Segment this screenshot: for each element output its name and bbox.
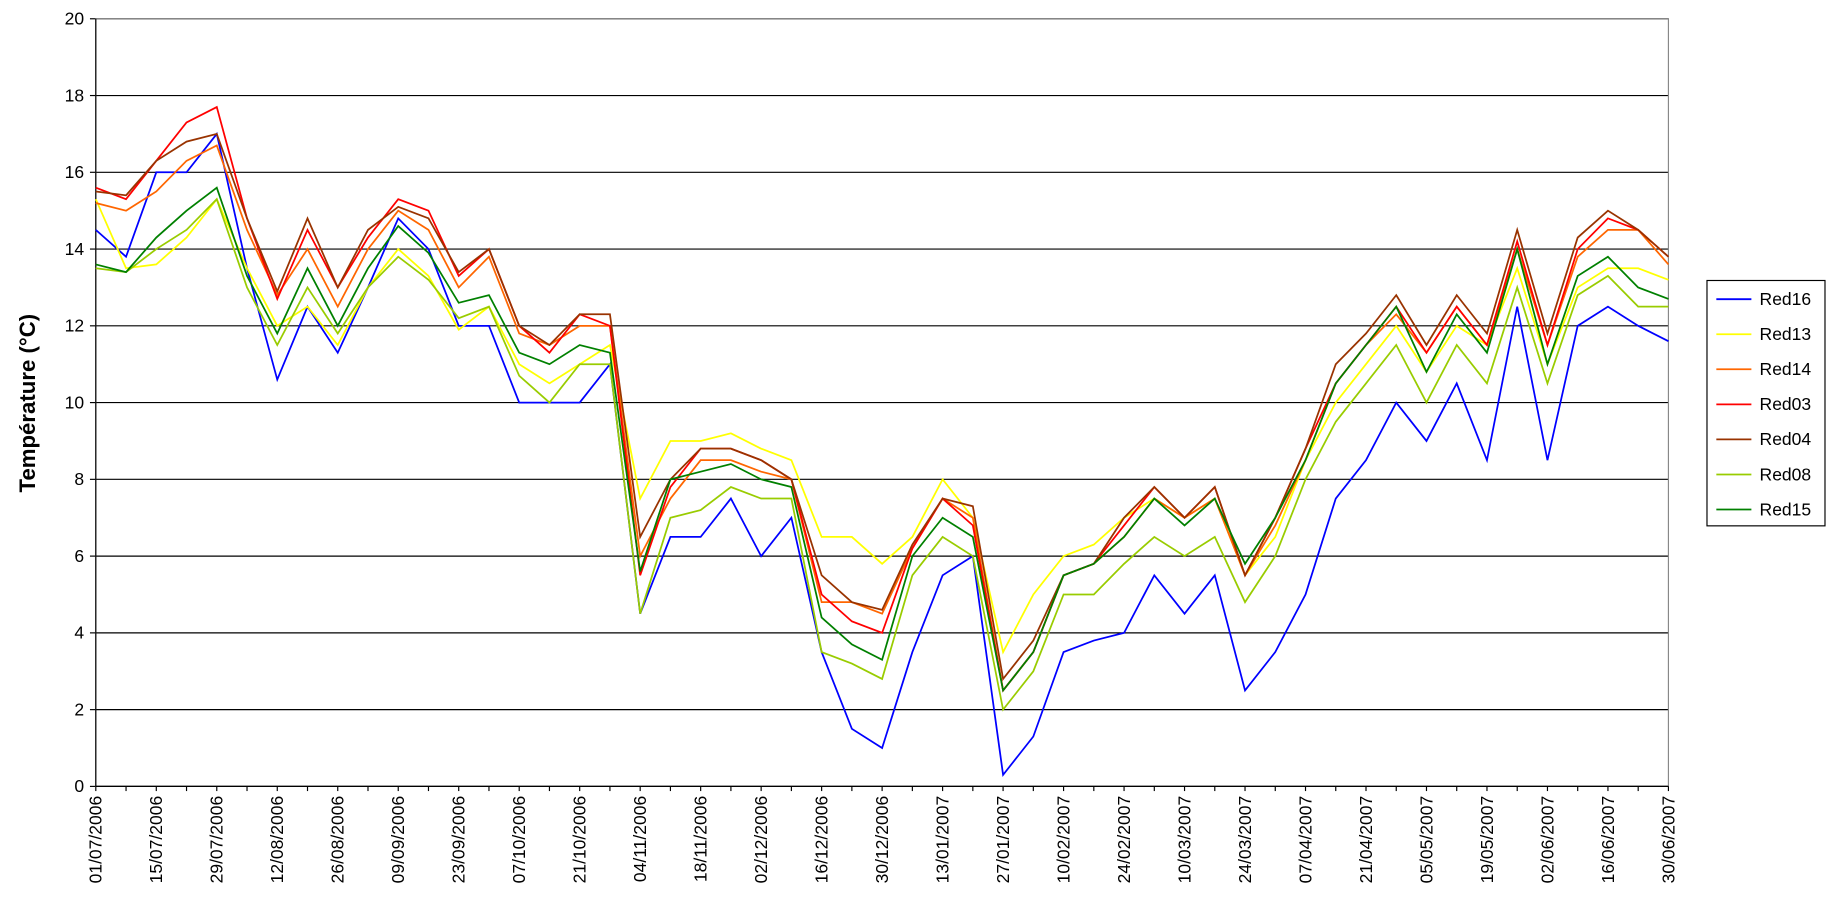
legend-label: Red13 [1760, 324, 1812, 344]
x-tick-label: 04/11/2006 [630, 796, 650, 882]
y-tick-label: 14 [65, 239, 85, 259]
x-tick-label: 12/08/2006 [267, 796, 287, 884]
y-tick-label: 10 [65, 392, 85, 412]
legend-label: Red14 [1760, 359, 1812, 379]
x-tick-label: 30/12/2006 [872, 796, 892, 884]
x-tick-label: 15/07/2006 [146, 796, 166, 884]
y-tick-label: 8 [74, 469, 84, 489]
x-tick-label: 16/12/2006 [811, 796, 831, 884]
series-line [95, 197, 1669, 712]
legend-box [1706, 279, 1826, 527]
x-tick-label: 23/09/2006 [449, 796, 469, 884]
legend-label: Red16 [1760, 289, 1812, 309]
legend-label: Red03 [1760, 394, 1812, 414]
y-tick-label: 18 [65, 85, 84, 105]
x-tick-label: 24/02/2007 [1114, 796, 1134, 884]
legend-label: Red04 [1760, 429, 1812, 449]
x-tick-label: 18/11/2006 [691, 796, 711, 882]
x-tick-label: 19/05/2007 [1477, 796, 1497, 884]
x-tick-label: 26/08/2006 [328, 796, 348, 884]
x-tick-label: 13/01/2007 [932, 796, 952, 884]
x-tick-label: 01/07/2006 [86, 796, 106, 884]
x-tick-label: 07/10/2006 [509, 796, 529, 884]
series-line [95, 132, 1670, 682]
x-tick-label: 10/02/2007 [1053, 796, 1073, 884]
x-tick-label: 27/01/2007 [993, 796, 1013, 884]
x-tick-label: 10/03/2007 [1174, 796, 1194, 884]
x-tick-label: 09/09/2006 [388, 796, 408, 884]
x-tick-label: 02/12/2006 [751, 796, 771, 884]
y-tick-label: 12 [65, 316, 84, 336]
y-tick-label: 6 [74, 546, 84, 566]
x-tick-label: 21/04/2007 [1356, 796, 1376, 884]
y-axis-label: Température (°C) [15, 314, 40, 493]
x-tick-label: 16/06/2007 [1598, 796, 1618, 884]
series-line [95, 197, 1669, 655]
x-tick-label: 05/05/2007 [1416, 796, 1436, 884]
x-tick-label: 30/06/2007 [1658, 796, 1678, 884]
legend-label: Red08 [1760, 464, 1812, 484]
x-tick-label: 24/03/2007 [1235, 796, 1255, 884]
series-line [95, 105, 1670, 693]
series-line [95, 186, 1669, 693]
y-tick-label: 0 [74, 776, 84, 796]
legend-label: Red15 [1760, 499, 1812, 519]
y-tick-label: 2 [74, 699, 84, 719]
x-tick-label: 07/04/2007 [1295, 796, 1315, 884]
y-tick-label: 20 [65, 9, 85, 29]
y-tick-label: 4 [74, 623, 84, 643]
x-tick-label: 02/06/2007 [1537, 796, 1557, 884]
y-tick-label: 16 [65, 162, 84, 182]
x-tick-label: 29/07/2006 [207, 796, 227, 884]
series-line [95, 131, 1669, 778]
x-tick-label: 21/10/2006 [570, 796, 590, 884]
